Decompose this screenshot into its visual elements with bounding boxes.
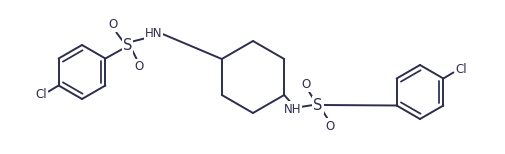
Text: O: O: [325, 120, 334, 132]
Text: O: O: [109, 18, 118, 31]
Text: O: O: [134, 60, 144, 73]
Text: HN: HN: [144, 27, 162, 40]
Text: NH: NH: [283, 103, 300, 116]
Text: Cl: Cl: [454, 63, 466, 76]
Text: O: O: [301, 77, 310, 91]
Text: S: S: [122, 38, 132, 53]
Text: S: S: [313, 97, 322, 113]
Text: Cl: Cl: [36, 88, 47, 101]
